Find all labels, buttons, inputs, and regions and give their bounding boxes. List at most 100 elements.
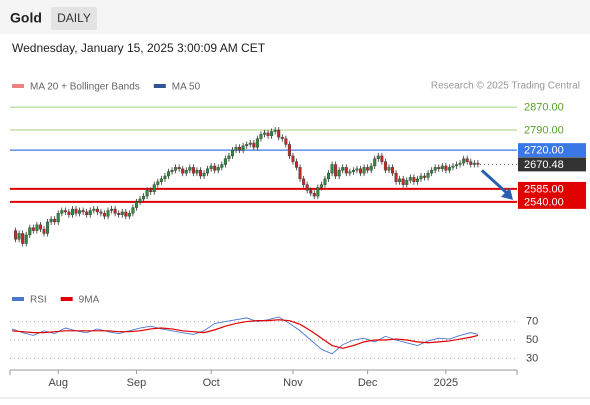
candle	[376, 155, 380, 159]
candle	[408, 177, 412, 181]
legend-label: RSI	[30, 295, 47, 306]
candle	[85, 211, 89, 215]
candle	[21, 233, 25, 244]
candle	[195, 170, 199, 174]
candle	[273, 129, 277, 132]
candle	[312, 193, 316, 197]
candle	[465, 158, 469, 162]
candle	[124, 211, 128, 217]
candle	[28, 227, 32, 236]
candle	[56, 213, 60, 223]
candle	[184, 170, 188, 174]
candle	[359, 168, 363, 174]
candle	[227, 155, 231, 159]
x-tick-label: Dec	[358, 377, 378, 389]
candle	[291, 155, 295, 162]
x-tick-label: Oct	[203, 377, 220, 389]
candle	[156, 181, 160, 185]
candle	[70, 208, 74, 215]
candle	[102, 213, 106, 217]
candle	[248, 142, 252, 145]
candle	[280, 137, 284, 139]
candle	[284, 138, 288, 145]
legend-swatch	[60, 297, 73, 301]
candle	[241, 145, 245, 151]
forecast-arrow-head	[501, 187, 513, 200]
candle	[255, 138, 259, 148]
level-label: 2585.00	[524, 183, 564, 195]
candle	[437, 167, 441, 170]
candle	[120, 211, 124, 215]
candle	[287, 144, 291, 157]
candle	[351, 170, 355, 172]
candle	[106, 210, 110, 217]
candle	[380, 155, 384, 162]
candle	[131, 207, 135, 214]
source: Research © 2025 Trading Central	[431, 81, 580, 92]
candle	[323, 178, 327, 185]
candle	[462, 158, 466, 164]
level-label-box	[518, 143, 586, 158]
candle	[440, 165, 444, 170]
indicator-tick-label: 70	[526, 315, 538, 327]
candle	[348, 171, 352, 174]
candle	[469, 161, 473, 165]
chart-title: Gold	[10, 10, 42, 26]
level-label: 2540.00	[524, 196, 564, 208]
timeframe[interactable]: DAILY	[57, 11, 91, 25]
candle	[216, 167, 220, 171]
level-label-box	[518, 157, 586, 172]
candle	[426, 172, 430, 178]
legend-swatch	[12, 84, 24, 88]
candle	[451, 165, 455, 168]
candle	[373, 158, 377, 167]
header-bar	[0, 0, 590, 34]
candle	[60, 210, 64, 214]
candle	[423, 175, 427, 178]
candle	[99, 211, 103, 214]
candle	[398, 178, 402, 182]
candle	[234, 147, 238, 151]
timeframe-badge[interactable]	[51, 7, 97, 30]
candle	[63, 210, 67, 213]
candle	[35, 224, 39, 231]
candle	[159, 178, 163, 182]
candle	[223, 158, 227, 165]
candle	[74, 208, 78, 214]
legend-label: MA 20 + Bollinger Bands	[30, 82, 140, 93]
candle	[252, 142, 256, 148]
candle	[415, 178, 419, 182]
candle	[42, 228, 46, 234]
candle	[334, 164, 338, 177]
candle	[67, 211, 71, 215]
candle	[24, 234, 28, 244]
candle	[127, 213, 131, 217]
candle	[316, 187, 320, 197]
candle	[92, 208, 96, 211]
candle	[430, 170, 434, 174]
candle	[327, 172, 331, 180]
legend-swatch	[12, 297, 24, 301]
candle	[458, 162, 462, 165]
candle	[181, 168, 185, 174]
legend-label: 9MA	[79, 295, 100, 306]
candle	[202, 172, 206, 177]
candle	[266, 132, 270, 136]
candle	[81, 210, 85, 213]
candle	[245, 144, 249, 147]
candle	[383, 161, 387, 171]
candle	[166, 171, 170, 177]
candle	[391, 167, 395, 174]
candle	[17, 233, 21, 240]
candle	[362, 167, 366, 174]
level-label: 2790.00	[524, 124, 564, 136]
level-label-box	[518, 194, 586, 209]
candle	[95, 208, 99, 213]
indicator-tick-label: 30	[526, 352, 538, 364]
candle	[433, 167, 437, 171]
candle	[455, 164, 459, 167]
candle	[305, 184, 309, 191]
indicator-tick-label: 50	[526, 334, 538, 346]
